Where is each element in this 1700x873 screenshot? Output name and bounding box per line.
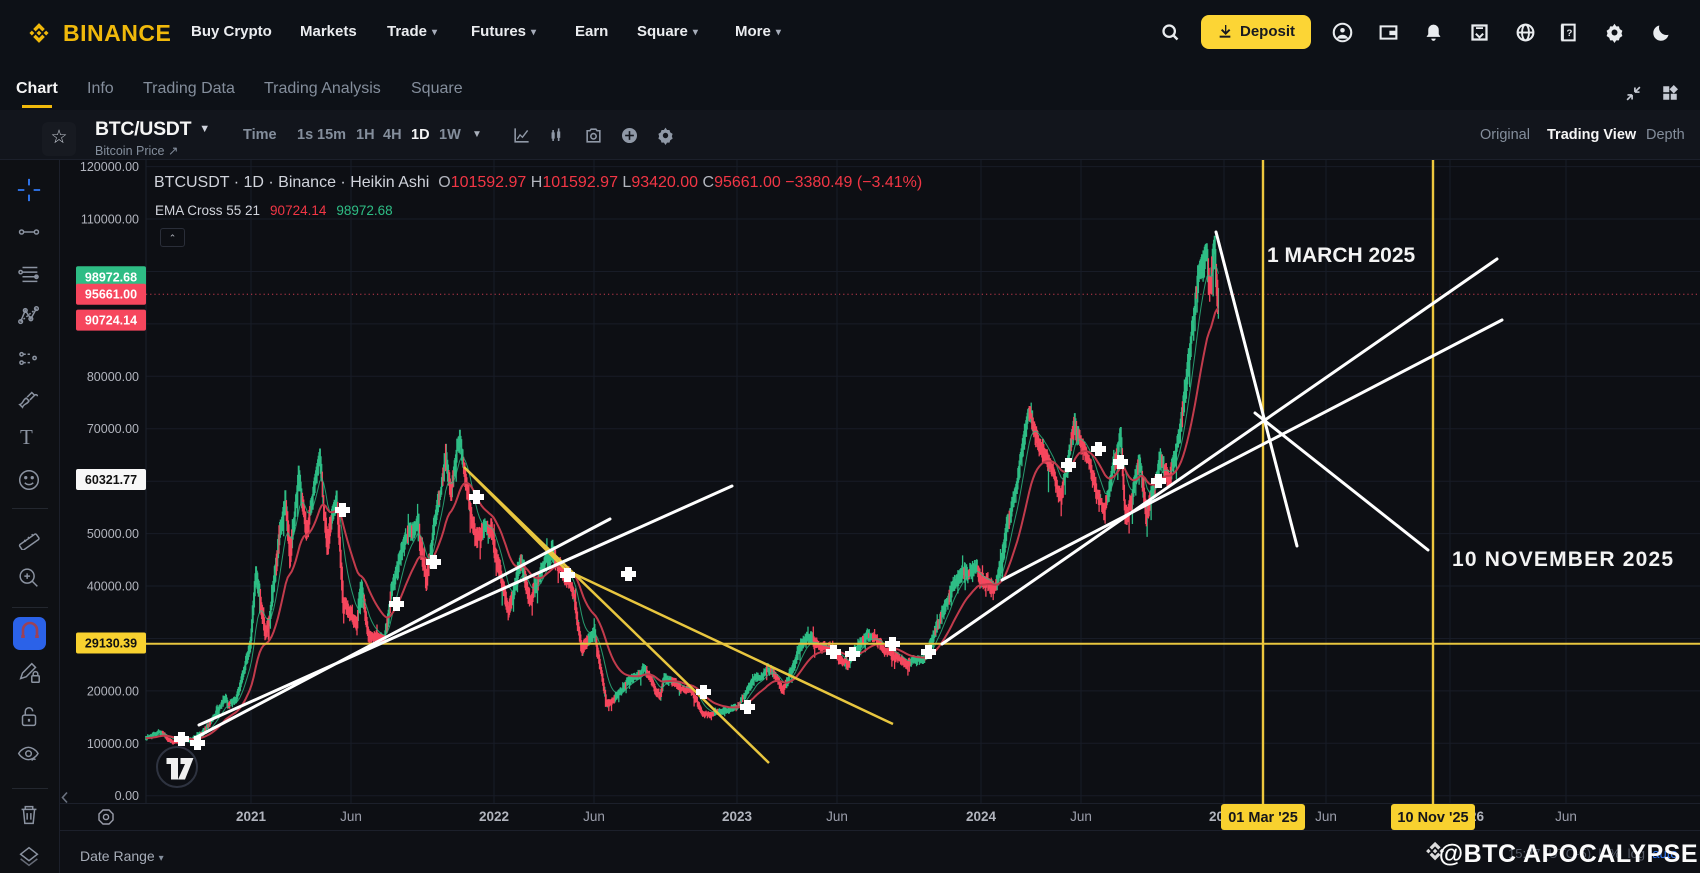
svg-text:98972.68: 98972.68	[85, 270, 137, 284]
svg-text:2024: 2024	[966, 809, 997, 824]
svg-text:Jun: Jun	[826, 809, 848, 824]
svg-text:70000.00: 70000.00	[87, 422, 139, 436]
svg-text:110000.00: 110000.00	[81, 213, 139, 227]
svg-text:2023: 2023	[722, 809, 753, 824]
svg-text:Jun: Jun	[340, 809, 362, 824]
svg-text:Jun: Jun	[1315, 809, 1337, 824]
svg-text:120000.00: 120000.00	[80, 160, 139, 174]
svg-text:80000.00: 80000.00	[87, 370, 139, 384]
svg-text:90724.14: 90724.14	[85, 314, 137, 328]
svg-text:0.00: 0.00	[115, 789, 139, 803]
svg-text:20000.00: 20000.00	[87, 684, 139, 698]
svg-text:2022: 2022	[479, 809, 509, 824]
svg-text:60321.77: 60321.77	[85, 473, 137, 487]
svg-text:1 MARCH 2025: 1 MARCH 2025	[1267, 244, 1416, 267]
svg-text:Jun: Jun	[1555, 809, 1577, 824]
svg-text:01 Mar '25: 01 Mar '25	[1228, 810, 1298, 826]
svg-text:?: ?	[1566, 28, 1572, 39]
svg-text:Jun: Jun	[583, 809, 605, 824]
svg-text:29130.39: 29130.39	[85, 637, 137, 651]
svg-text:10000.00: 10000.00	[87, 737, 139, 751]
svg-text:10 Nov '25: 10 Nov '25	[1397, 810, 1468, 826]
svg-text:15:27 (UTC-5) | % log auto: 15:27 (UTC-5) | % log auto	[1508, 846, 1678, 861]
svg-text:10 NOVEMBER 2025: 10 NOVEMBER 2025	[1452, 548, 1674, 571]
svg-text:50000.00: 50000.00	[87, 527, 139, 541]
svg-text:Date Range ▾: Date Range ▾	[80, 848, 164, 864]
svg-text:40000.00: 40000.00	[87, 580, 139, 594]
svg-text:2021: 2021	[236, 809, 267, 824]
svg-text:@BTC APOCALYPSE: @BTC APOCALYPSE	[1439, 840, 1698, 868]
svg-text:Jun: Jun	[1070, 809, 1092, 824]
svg-text:95661.00: 95661.00	[85, 288, 137, 302]
